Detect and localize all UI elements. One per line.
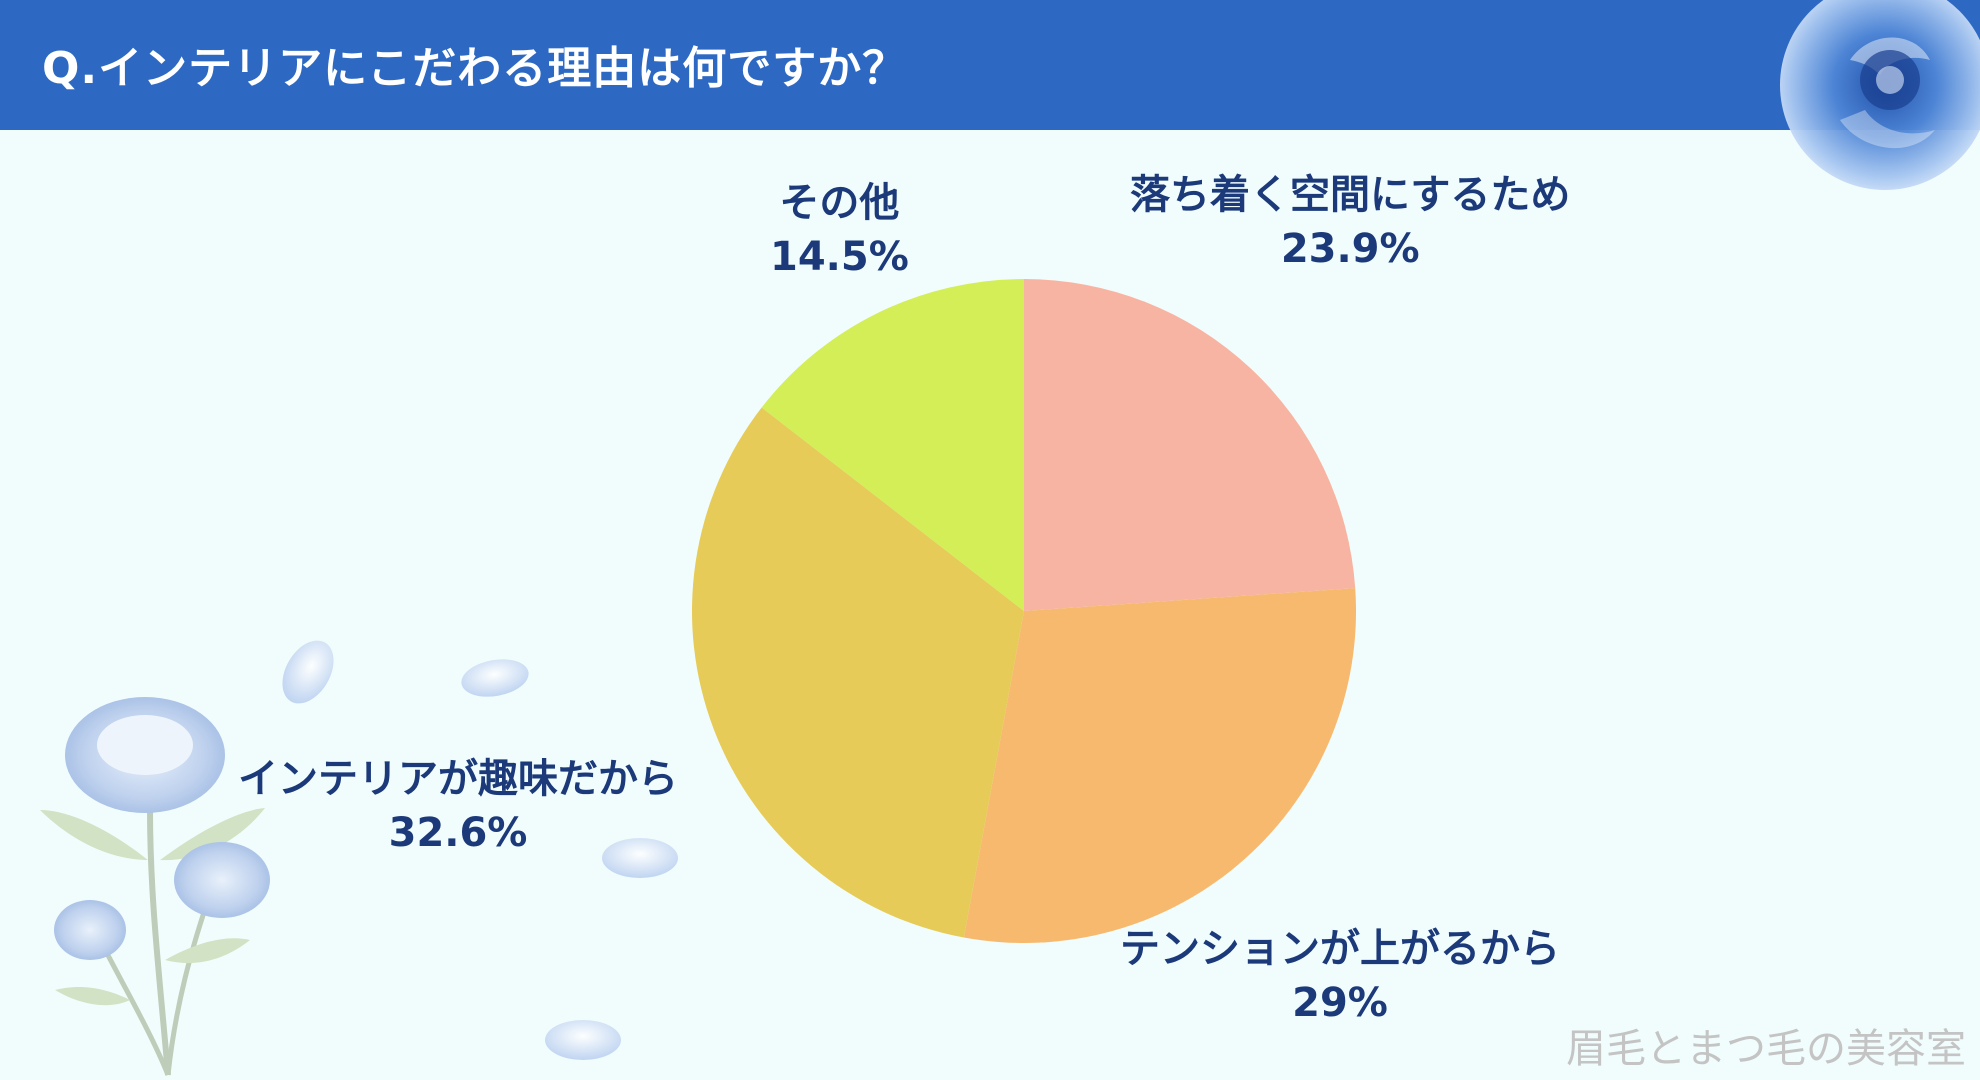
slice-mood-up bbox=[963, 588, 1356, 943]
slice-other bbox=[761, 279, 1024, 611]
slice-label-other: その他 14.5% bbox=[770, 176, 909, 284]
slice-label-value: 14.5% bbox=[770, 234, 909, 280]
slice-label-name: テンションが上がるから bbox=[1120, 926, 1560, 972]
slice-calm-space bbox=[1024, 279, 1356, 611]
rose-bouquet-decoration bbox=[40, 697, 270, 1076]
watermark: 眉毛とまつ毛の美容室 bbox=[1566, 1026, 1966, 1072]
page-title: Q.インテリアにこだわる理由は何ですか？ bbox=[42, 43, 908, 94]
slice-label-value: 23.9% bbox=[1280, 226, 1420, 272]
slice-label-name: その他 bbox=[779, 180, 900, 226]
slice-label-value: 32.6% bbox=[388, 810, 528, 856]
rose-decoration bbox=[1780, 0, 1980, 190]
petal-decoration bbox=[282, 640, 678, 1060]
slice-label-name: 落ち着く空間にするため bbox=[1130, 172, 1571, 218]
slice-hobby bbox=[692, 407, 1024, 938]
slice-label-value: 29% bbox=[1292, 980, 1388, 1026]
slice-label-name: インテリアが趣味だから bbox=[238, 756, 678, 802]
slice-label-hobby: インテリアが趣味だから 32.6% bbox=[238, 752, 678, 860]
title-bar: Q.インテリアにこだわる理由は何ですか？ bbox=[0, 0, 1980, 130]
slice-label-mood-up: テンションが上がるから 29% bbox=[1120, 922, 1560, 1030]
slice-label-calm-space: 落ち着く空間にするため 23.9% bbox=[1130, 168, 1570, 276]
